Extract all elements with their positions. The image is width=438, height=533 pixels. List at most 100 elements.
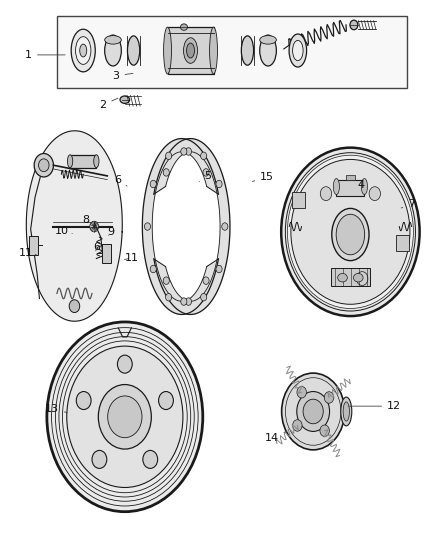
Circle shape	[203, 168, 209, 176]
Ellipse shape	[338, 273, 347, 282]
Circle shape	[297, 392, 329, 431]
Polygon shape	[26, 131, 122, 321]
Ellipse shape	[289, 34, 307, 67]
Text: 2: 2	[99, 98, 118, 110]
Text: 6: 6	[93, 242, 100, 252]
Text: 1: 1	[25, 50, 65, 60]
Ellipse shape	[75, 37, 91, 64]
Text: 11: 11	[18, 248, 36, 257]
Text: 10: 10	[55, 226, 72, 236]
Bar	[346, 175, 355, 180]
Circle shape	[166, 294, 172, 301]
Bar	[331, 268, 370, 286]
Circle shape	[67, 346, 183, 488]
Ellipse shape	[336, 214, 364, 255]
Ellipse shape	[343, 402, 350, 421]
Circle shape	[108, 396, 142, 438]
Circle shape	[282, 373, 345, 450]
Circle shape	[159, 392, 173, 409]
Circle shape	[166, 152, 172, 159]
Bar	[29, 236, 38, 255]
Circle shape	[320, 187, 332, 200]
Text: 15: 15	[252, 172, 274, 182]
Circle shape	[216, 265, 222, 273]
Circle shape	[145, 223, 151, 230]
Circle shape	[69, 300, 80, 312]
Text: 13: 13	[45, 405, 67, 414]
Circle shape	[216, 180, 222, 188]
Circle shape	[150, 265, 156, 273]
Circle shape	[92, 450, 107, 469]
Ellipse shape	[361, 179, 367, 195]
Circle shape	[297, 386, 307, 398]
Ellipse shape	[241, 36, 254, 65]
Bar	[336, 180, 364, 196]
Text: 12: 12	[349, 401, 401, 411]
Text: 4: 4	[358, 181, 365, 190]
Circle shape	[90, 221, 99, 232]
Ellipse shape	[127, 36, 140, 65]
Text: 3: 3	[113, 71, 133, 80]
Circle shape	[222, 223, 228, 230]
Circle shape	[181, 298, 187, 305]
Ellipse shape	[105, 35, 121, 66]
Circle shape	[303, 399, 323, 424]
Ellipse shape	[341, 397, 352, 426]
Bar	[396, 235, 409, 251]
Circle shape	[34, 154, 53, 177]
Circle shape	[185, 148, 191, 155]
Circle shape	[163, 277, 170, 285]
Circle shape	[181, 148, 187, 155]
Circle shape	[320, 425, 329, 437]
Circle shape	[287, 155, 413, 309]
Circle shape	[39, 159, 49, 172]
Circle shape	[163, 168, 170, 176]
Circle shape	[369, 187, 381, 200]
Circle shape	[324, 392, 334, 403]
Circle shape	[76, 392, 91, 409]
Ellipse shape	[184, 38, 198, 63]
Text: 8: 8	[82, 215, 89, 224]
Text: 6: 6	[114, 175, 127, 186]
Bar	[70, 155, 96, 167]
Ellipse shape	[293, 41, 303, 61]
Circle shape	[281, 148, 420, 316]
Circle shape	[291, 159, 410, 304]
Ellipse shape	[67, 155, 73, 167]
Text: 11: 11	[124, 253, 138, 263]
Circle shape	[143, 450, 158, 469]
Ellipse shape	[260, 36, 276, 44]
Ellipse shape	[120, 96, 130, 103]
Polygon shape	[142, 139, 219, 314]
Ellipse shape	[332, 208, 369, 261]
Polygon shape	[154, 139, 230, 314]
Ellipse shape	[94, 155, 99, 167]
Text: 14: 14	[265, 431, 286, 443]
Text: 7: 7	[401, 199, 415, 209]
Circle shape	[293, 419, 302, 431]
Ellipse shape	[187, 43, 194, 58]
Ellipse shape	[71, 29, 95, 72]
Ellipse shape	[105, 36, 121, 44]
Bar	[102, 244, 111, 263]
Circle shape	[203, 277, 209, 285]
Bar	[57, 16, 407, 88]
Text: 5: 5	[199, 171, 212, 182]
Ellipse shape	[333, 179, 339, 195]
Ellipse shape	[353, 273, 363, 282]
Circle shape	[185, 298, 191, 305]
Circle shape	[201, 294, 207, 301]
Circle shape	[117, 355, 132, 373]
Ellipse shape	[350, 20, 358, 30]
Ellipse shape	[180, 24, 187, 30]
Circle shape	[47, 322, 203, 512]
Circle shape	[150, 180, 156, 188]
Bar	[292, 192, 305, 208]
Circle shape	[357, 272, 368, 286]
Text: 9: 9	[107, 228, 114, 237]
Ellipse shape	[163, 27, 172, 74]
Ellipse shape	[80, 44, 87, 57]
Ellipse shape	[209, 27, 217, 74]
Circle shape	[201, 152, 207, 159]
Circle shape	[98, 384, 152, 449]
